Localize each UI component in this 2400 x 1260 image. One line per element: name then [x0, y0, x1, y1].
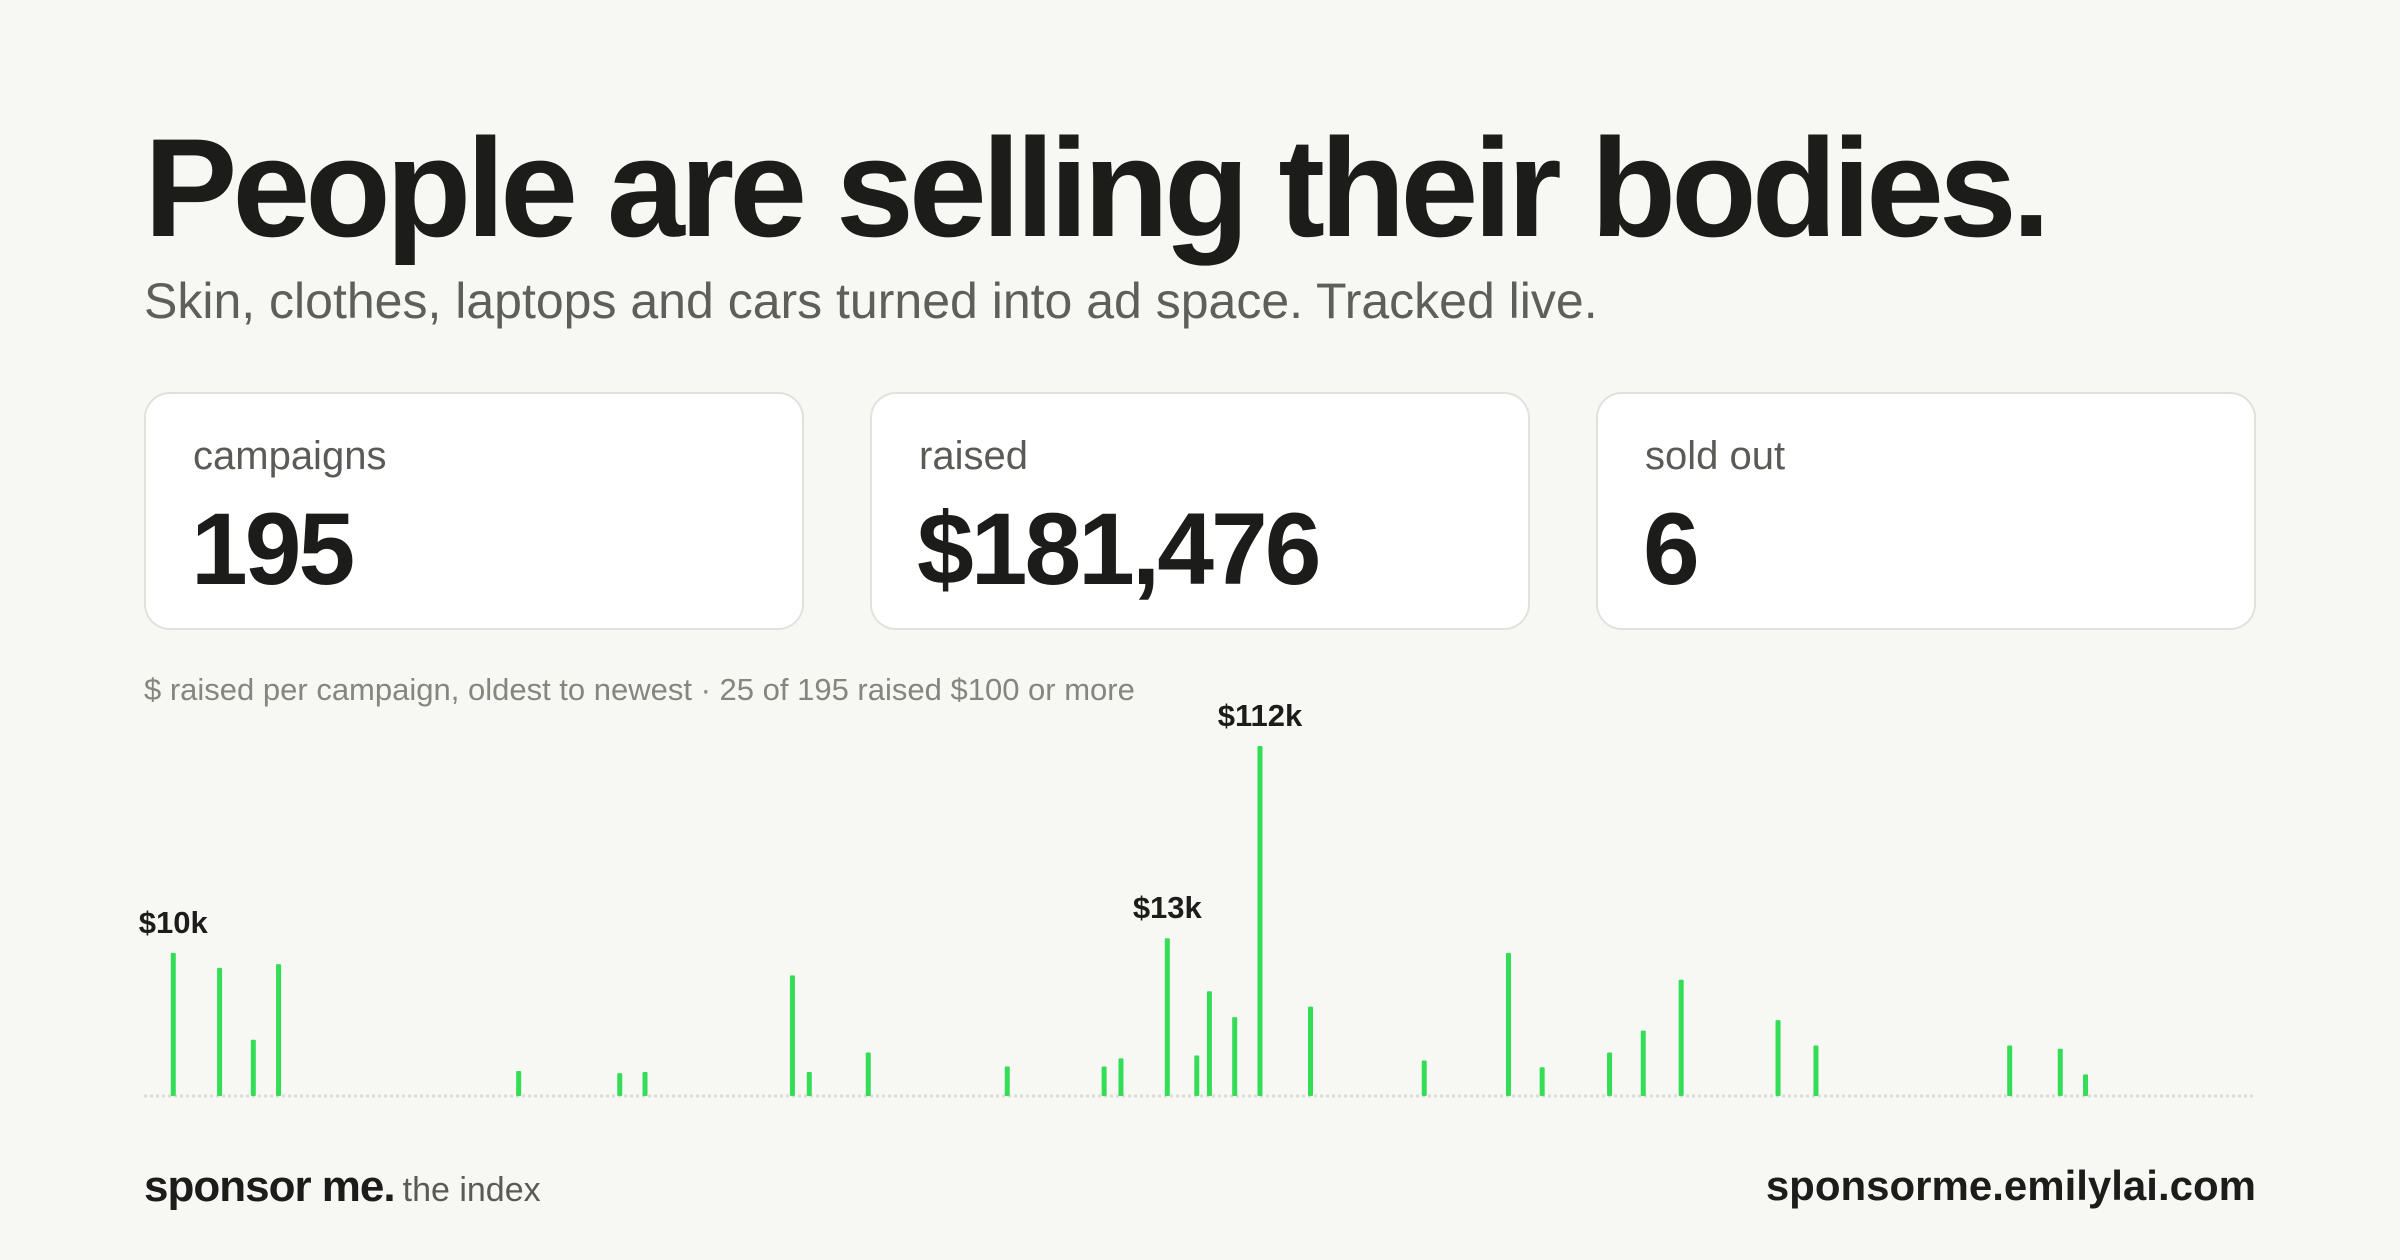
brand-logo: sponsor me. the index	[144, 1162, 541, 1212]
campaign-bar	[170, 952, 176, 1096]
brand-tagline: the index	[402, 1171, 541, 1209]
campaign-bar	[1505, 952, 1511, 1096]
bar-value-label: $112k	[1218, 698, 1303, 733]
stat-card-raised: raised $181,476	[870, 392, 1530, 630]
stat-value: 195	[191, 492, 355, 606]
page-subtitle: Skin, clothes, laptops and cars turned i…	[144, 273, 1598, 329]
campaign-bar	[1101, 1066, 1107, 1096]
campaign-bar	[1206, 991, 1212, 1096]
campaign-bar	[1775, 1020, 1781, 1096]
campaign-bar	[1004, 1066, 1010, 1096]
campaign-bar	[806, 1072, 812, 1096]
campaign-bar	[1257, 746, 1263, 1096]
stat-card-sold-out: sold out 6	[1596, 392, 2256, 630]
stat-value: $181,476	[917, 492, 1321, 606]
stat-card-campaigns: campaigns 195	[144, 392, 804, 630]
campaign-bar	[1194, 1055, 1200, 1096]
campaign-bar	[516, 1070, 522, 1096]
campaign-bar	[1421, 1060, 1427, 1096]
campaign-bar	[276, 964, 282, 1096]
campaign-bar	[1539, 1067, 1545, 1096]
bar-value-label: $13k	[1133, 890, 1203, 925]
campaign-bar	[1308, 1006, 1314, 1096]
campaign-bar	[2007, 1045, 2013, 1096]
chart-caption: $ raised per campaign, oldest to newest …	[144, 672, 1135, 707]
stat-label: sold out	[1645, 434, 1786, 478]
campaign-bar	[250, 1039, 256, 1096]
campaign-bar	[617, 1073, 623, 1096]
site-url-link[interactable]: sponsorme.emilylai.com	[1765, 1162, 2256, 1209]
page-title: People are selling their bodies.	[144, 109, 2051, 266]
stat-label: raised	[919, 434, 1028, 478]
brand-name: sponsor me.	[144, 1162, 396, 1211]
campaign-bar	[865, 1052, 871, 1096]
campaign-bar	[1118, 1058, 1124, 1096]
campaign-bar	[1607, 1052, 1613, 1096]
campaign-bar	[2083, 1074, 2089, 1096]
campaign-bar	[1813, 1045, 1819, 1096]
campaign-bar	[1640, 1030, 1646, 1096]
campaign-bar	[2057, 1048, 2063, 1096]
bar-value-label: $10k	[139, 905, 209, 940]
campaign-bar	[217, 967, 223, 1096]
campaign-bar	[1678, 979, 1684, 1096]
stat-label: campaigns	[193, 434, 387, 478]
campaign-bar	[789, 975, 795, 1096]
stat-value: 6	[1643, 492, 1700, 606]
campaign-bar	[1232, 1017, 1238, 1096]
campaign-bar	[642, 1072, 648, 1096]
campaign-bar	[1164, 938, 1170, 1096]
